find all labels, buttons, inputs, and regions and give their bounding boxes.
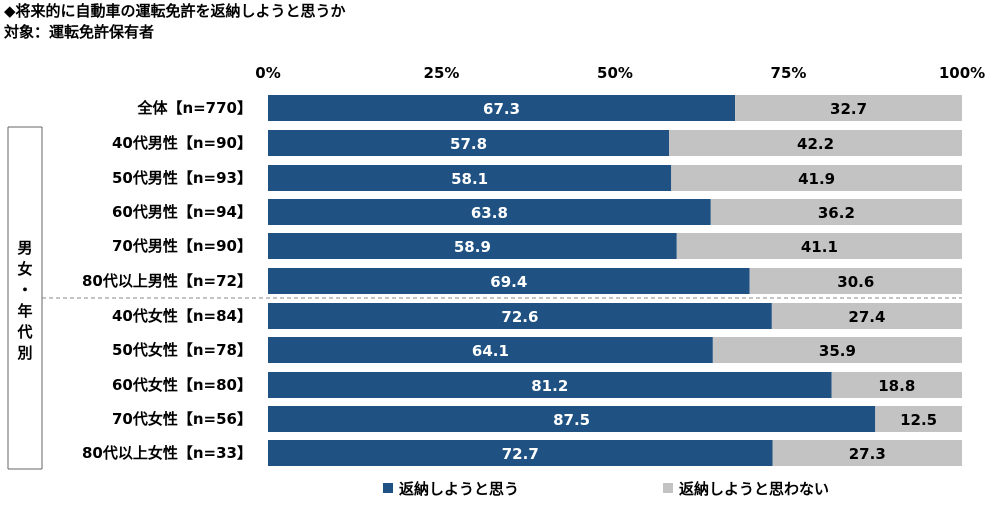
category-labels: 全体【n=770】 40代男性【n=90】 50代男性【n=93】 60代男性【n=9…	[82, 99, 252, 462]
data-label: 42.2	[797, 135, 834, 153]
bar-series-1	[268, 165, 672, 191]
chart-subtitle: 対象：運転免許保有者	[4, 23, 155, 41]
data-labels: 67.3 32.7 57.8 42.2 58.1 41.9 63.8 36.2 58.9 41.1…	[450, 100, 937, 463]
bar-series-1	[268, 406, 876, 432]
data-label: 57.8	[450, 135, 487, 153]
category-label: 50代男性【n=93】	[112, 169, 252, 187]
data-label: 72.7	[502, 445, 539, 463]
bar-series-2	[875, 406, 962, 432]
legend-swatch-series-1	[383, 483, 393, 493]
axis-tick-labels: 0% 25% 50% 75% 100%	[255, 64, 985, 82]
bar-series-2	[749, 268, 962, 294]
category-label: 80代以上女性【n=33】	[82, 444, 252, 462]
data-label: 27.4	[848, 308, 885, 326]
data-label: 27.3	[849, 445, 886, 463]
data-label: 64.1	[472, 342, 509, 360]
x-tick-label: 25%	[424, 64, 460, 82]
data-label: 41.9	[798, 170, 835, 188]
group-label-char: ・	[17, 281, 32, 299]
category-label: 60代男性【n=94】	[112, 203, 252, 221]
category-label: 60代女性【n=80】	[112, 376, 252, 394]
category-label: 全体【n=770】	[136, 99, 252, 117]
legend-label-series-1: 返納しようと思う	[399, 480, 520, 498]
legend-swatch-series-2	[663, 483, 673, 493]
data-label: 69.4	[490, 273, 527, 291]
bar-series-2	[771, 303, 962, 329]
bar-series-2	[710, 199, 962, 225]
category-label: 70代男性【n=90】	[112, 237, 252, 255]
category-label: 80代以上男性【n=72】	[82, 272, 252, 290]
data-label: 36.2	[818, 204, 855, 222]
bar-series-1	[268, 440, 773, 466]
data-label: 18.8	[878, 377, 915, 395]
group-bracket: 男女・年代別	[7, 126, 962, 470]
legend-label-series-2: 返納しようと思わない	[679, 480, 830, 498]
data-label: 35.9	[819, 342, 856, 360]
data-label: 12.5	[900, 411, 937, 429]
data-label: 32.7	[830, 100, 867, 118]
category-label: 40代男性【n=90】	[112, 134, 252, 152]
data-label: 41.1	[801, 238, 838, 256]
legend-item-series-1: 返納しようと思う	[383, 480, 519, 498]
bar-series-1	[268, 233, 677, 259]
bar-series-1	[268, 303, 772, 329]
category-label: 50代女性【n=78】	[112, 341, 252, 359]
group-label-char: 女	[17, 260, 32, 278]
bar-series-1	[268, 95, 736, 121]
bar-series-1	[268, 268, 750, 294]
bar-series-2	[712, 337, 962, 363]
x-tick-label: 0%	[255, 64, 280, 82]
bar-series-2	[669, 130, 962, 156]
bar-series-1	[268, 372, 832, 398]
data-label: 58.9	[454, 238, 491, 256]
group-label-char: 別	[16, 344, 32, 362]
category-label: 40代女性【n=84】	[112, 307, 252, 325]
bar-series-2	[735, 95, 962, 121]
x-tick-label: 100%	[939, 64, 985, 82]
x-tick-label: 50%	[597, 64, 633, 82]
bar-series-2	[676, 233, 962, 259]
bar-series-2	[831, 372, 962, 398]
legend-item-series-2: 返納しようと思わない	[663, 480, 829, 498]
x-tick-label: 75%	[771, 64, 807, 82]
data-label: 72.6	[501, 308, 538, 326]
group-label-char: 年	[17, 302, 32, 320]
group-label-char: 代	[16, 323, 32, 341]
data-label: 58.1	[451, 170, 488, 188]
bars	[268, 95, 962, 466]
bar-series-1	[268, 130, 670, 156]
category-label: 70代女性【n=56】	[112, 410, 252, 428]
bar-series-2	[772, 440, 962, 466]
chart-title: ◆将来的に自動車の運転免許を返納しようと思うか	[4, 2, 346, 20]
bar-series-1	[268, 199, 711, 225]
data-label: 67.3	[483, 100, 520, 118]
bar-series-2	[671, 165, 962, 191]
data-label: 87.5	[553, 411, 590, 429]
data-label: 63.8	[471, 204, 508, 222]
data-label: 30.6	[837, 273, 874, 291]
bar-series-1	[268, 337, 713, 363]
group-label-char: 男	[17, 239, 32, 257]
data-label: 81.2	[531, 377, 568, 395]
